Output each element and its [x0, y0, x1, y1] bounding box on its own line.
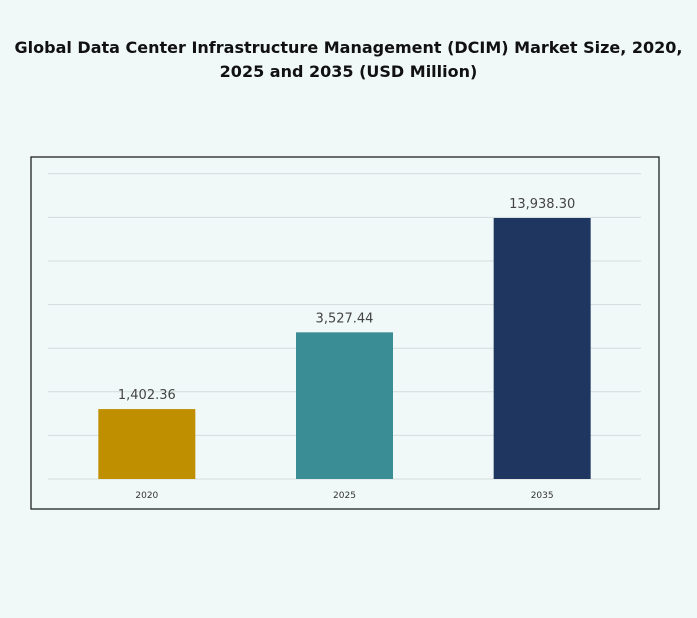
chart-title: Global Data Center Infrastructure Manage… — [0, 36, 697, 84]
bar-2035 — [493, 218, 591, 479]
data-label-2020: 1,402.36 — [118, 388, 176, 403]
bar-2020 — [98, 409, 196, 479]
x-tick-label-2035: 2035 — [531, 491, 554, 501]
chart-title-line-2: 2025 and 2035 (USD Million) — [219, 62, 478, 81]
x-tick-label-2025: 2025 — [333, 491, 356, 501]
data-label-2035: 13,938.30 — [509, 197, 575, 212]
data-label-2025: 3,527.44 — [316, 311, 374, 326]
chart-title-line-1: Global Data Center Infrastructure Manage… — [14, 38, 683, 57]
bar-2025 — [296, 332, 393, 479]
x-tick-label-2020: 2020 — [135, 491, 158, 501]
